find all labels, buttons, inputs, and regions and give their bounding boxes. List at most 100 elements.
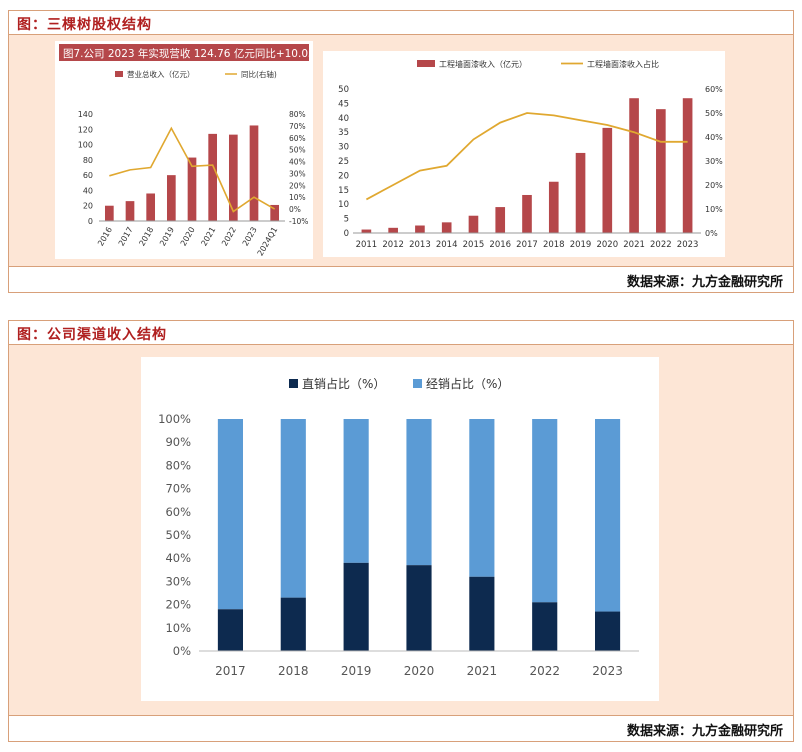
- revenue-bar: [166, 175, 176, 221]
- panel-title: 图：三棵树股权结构: [17, 17, 152, 33]
- y-tick-label: 20%: [165, 598, 191, 612]
- y-left-tick-label: 120: [78, 125, 93, 134]
- revenue-chart: 图7.公司 2023 年实现营收 124.76 亿元同比+10.03% 营业总收入…: [55, 41, 325, 259]
- legend-label-revenue: 工程墙面漆收入（亿元）: [439, 59, 527, 69]
- x-tick-label: 2013: [409, 240, 431, 250]
- y-tick-label: 10%: [165, 621, 191, 635]
- y-tick-label: 100%: [158, 412, 191, 426]
- direct-share-bar: [280, 597, 306, 651]
- y-tick-label: 50%: [165, 528, 191, 542]
- source-note: 数据来源：九方金融研究所: [626, 724, 783, 739]
- legend-label-share: 工程墙面漆收入占比: [587, 59, 659, 69]
- direct-share-bar: [343, 562, 369, 651]
- legend-label-direct: 直销占比（%）: [302, 376, 385, 391]
- y-right-tick-label: 0%: [705, 229, 718, 238]
- engineering-revenue-bar: [522, 194, 532, 233]
- y-right-tick-label: 50%: [705, 109, 723, 118]
- engineering-revenue-bar: [468, 215, 479, 233]
- channel-revenue-panel: 图：公司渠道收入结构 直销占比（%） 经销占比（%） 0% 10% 20% 30% 40% 5…: [8, 320, 794, 742]
- y-right-tick-label: 50%: [289, 146, 306, 155]
- legend-swatch-distributor: [413, 379, 422, 388]
- x-tick-label: 2012: [382, 240, 404, 250]
- distributor-share-bar: [406, 419, 432, 566]
- x-tick-label: 2015: [463, 240, 485, 250]
- y-left-tick-label: 10: [338, 200, 349, 210]
- y-right-tick-label: 70%: [289, 122, 306, 131]
- engineering-revenue-bar: [682, 98, 693, 233]
- channel-share-chart-svg: 直销占比（%） 经销占比（%） 0% 10% 20% 30% 40% 50% 60% 70% 80%…: [158, 376, 639, 678]
- y-right-tick-label: 10%: [705, 205, 723, 214]
- yoy-growth-line: [109, 126, 276, 213]
- x-tick-label: 2014: [436, 240, 458, 250]
- engineering-revenue-bar: [388, 227, 398, 233]
- x-tick-label: 2021: [623, 240, 645, 250]
- y-tick-label: 30%: [165, 574, 191, 588]
- engineering-revenue-bar: [361, 229, 372, 233]
- legend-label-distributor: 经销占比（%）: [426, 376, 509, 391]
- direct-share-bar: [532, 602, 558, 651]
- x-tick-label: 2019: [158, 226, 176, 248]
- revenue-bar: [228, 134, 238, 221]
- y-tick-label: 90%: [165, 435, 191, 449]
- channel-share-chart: 直销占比（%） 经销占比（%） 0% 10% 20% 30% 40% 50% 60% 70% 80%…: [141, 357, 659, 701]
- engineering-revenue-bar: [575, 152, 586, 233]
- distributor-share-bar: [532, 419, 558, 603]
- direct-share-bar: [469, 576, 495, 651]
- x-tick-label: 2011: [356, 240, 378, 250]
- distributor-share-bar: [343, 419, 369, 563]
- x-tick-label: 2020: [404, 664, 435, 678]
- distributor-share-bar: [280, 419, 306, 598]
- y-left-tick-label: 0: [88, 217, 93, 226]
- y-left-tick-label: 15: [338, 186, 349, 196]
- x-tick-label: 2023: [592, 664, 623, 678]
- y-right-tick-label: 20%: [289, 181, 306, 190]
- legend-label-revenue: 营业总收入（亿元）: [127, 69, 195, 79]
- x-tick-label: 2018: [543, 240, 565, 250]
- y-left-tick-label: 30: [338, 143, 349, 153]
- y-tick-label: 0%: [173, 644, 191, 658]
- direct-share-bar: [406, 565, 432, 651]
- revenue-bar: [270, 204, 280, 221]
- x-tick-label: 2021: [199, 226, 217, 248]
- title-band: [59, 44, 309, 61]
- chart-title: 图7.公司 2023 年实现营收 124.76 亿元同比+10.03%: [63, 47, 313, 60]
- y-right-tick-label: 60%: [705, 85, 723, 94]
- engineering-revenue-bar: [548, 181, 559, 233]
- x-tick-label: 2020: [179, 226, 197, 248]
- y-left-tick-label: 45: [338, 99, 349, 109]
- engineering-paint-chart-svg: 工程墙面漆收入（亿元） 工程墙面漆收入占比 0 5 10 15 20 25 30 35 40 45 50…: [338, 59, 723, 250]
- x-tick-label: 2022: [650, 240, 672, 250]
- y-right-tick-label: 40%: [705, 133, 723, 142]
- x-tick-label: 2018: [137, 226, 155, 248]
- x-tick-label: 2020: [596, 240, 618, 250]
- revenue-bar: [249, 125, 259, 221]
- distributor-share-bar: [469, 419, 495, 577]
- y-right-tick-label: 60%: [289, 134, 306, 143]
- y-left-tick-label: 40: [83, 186, 93, 195]
- x-tick-label: 2022: [529, 664, 560, 678]
- x-tick-label: 2017: [516, 240, 538, 250]
- panel-footer: 数据来源：九方金融研究所: [9, 266, 793, 292]
- panel-header: 图：三棵树股权结构: [9, 11, 793, 35]
- panel-footer: 数据来源：九方金融研究所: [9, 715, 793, 741]
- distributor-share-bar: [595, 419, 621, 612]
- ownership-structure-panel: 图：三棵树股权结构 图7.公司 2023 年实现营收 124.76 亿元同比+1…: [8, 10, 794, 293]
- y-left-tick-label: 0: [344, 229, 349, 239]
- x-tick-label: 2021: [467, 664, 498, 678]
- x-tick-label: 2016: [96, 226, 114, 248]
- direct-share-bar: [217, 609, 243, 651]
- y-left-tick-label: 50: [338, 85, 349, 95]
- x-tick-label: 2023: [241, 226, 259, 248]
- x-tick-label: 2022: [220, 226, 238, 248]
- y-left-tick-label: 60: [83, 171, 93, 180]
- y-left-tick-label: 35: [338, 128, 349, 138]
- y-right-tick-label: -10%: [289, 217, 308, 226]
- engineering-revenue-bar: [602, 127, 613, 233]
- engineering-revenue-bar: [415, 225, 425, 233]
- x-tick-label: 2016: [489, 240, 511, 250]
- legend-label-yoy: 同比(右轴): [241, 69, 277, 79]
- x-tick-label: 2023: [677, 240, 699, 250]
- y-tick-label: 60%: [165, 505, 191, 519]
- engineering-revenue-bar: [441, 222, 452, 233]
- revenue-bar: [208, 133, 218, 221]
